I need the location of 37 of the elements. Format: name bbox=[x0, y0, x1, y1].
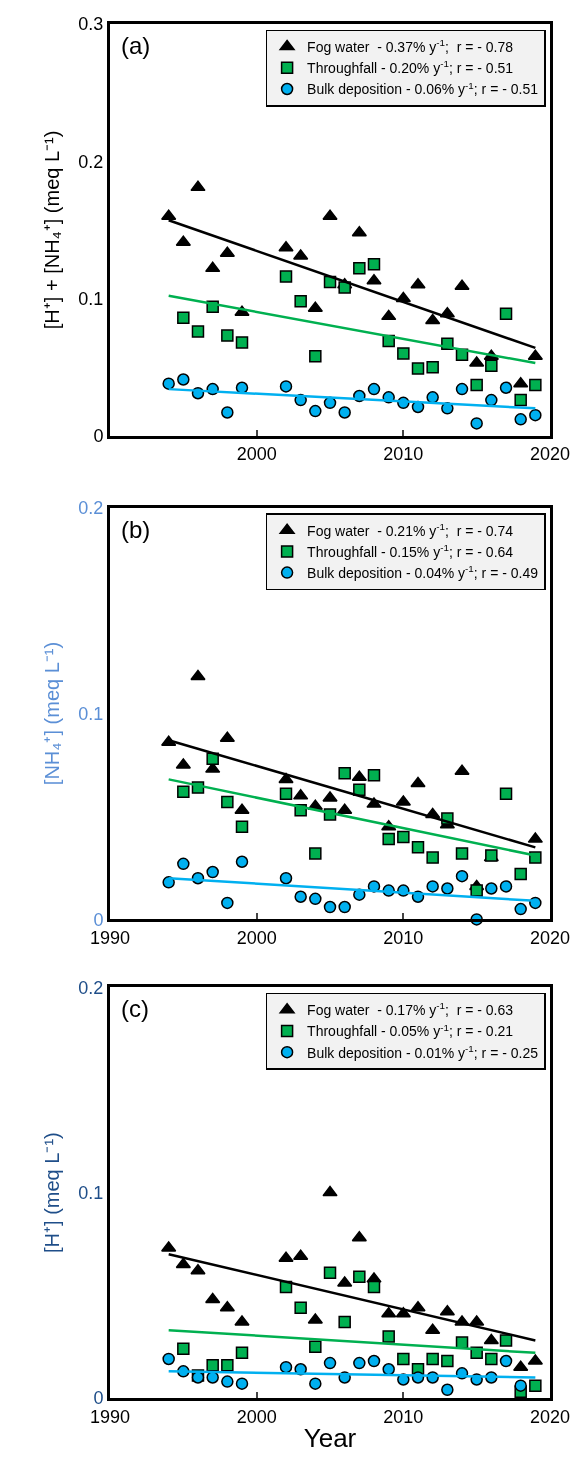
y-tick-label: 0.2 bbox=[78, 151, 104, 172]
y-tick-label: 0 bbox=[93, 1388, 104, 1409]
y-tick-label: 0.2 bbox=[78, 497, 104, 518]
x-tick-label: 2000 bbox=[236, 444, 277, 465]
legend-label: Bulk deposition - 0.04% y$^{-1}$; r = - 0.49 bbox=[307, 563, 539, 582]
annotation: (c) bbox=[121, 995, 149, 1022]
y-tick-label: 0.2 bbox=[78, 977, 104, 998]
x-tick-label: 2010 bbox=[383, 1406, 424, 1427]
y-tick-label: 0.1 bbox=[78, 288, 104, 309]
y-axis-title: [H⁺] (meq L⁻¹) bbox=[40, 1132, 63, 1253]
y-tick-label: 0.1 bbox=[78, 1182, 104, 1203]
x-tick-label: 2020 bbox=[529, 444, 571, 465]
legend-label: Fog water - 0.37% y$^{-1}$; r = - 0.78 bbox=[307, 37, 514, 56]
x-tick-label: 2000 bbox=[236, 927, 277, 948]
legend-label: Fog water - 0.17% y$^{-1}$; r = - 0.63 bbox=[307, 1000, 514, 1019]
legend-label: Throughfall - 0.05% y$^{-1}$; r = - 0.21 bbox=[307, 1021, 514, 1040]
legend-label: Fog water - 0.21% y$^{-1}$; r = - 0.74 bbox=[307, 520, 514, 539]
y-axis-title: [H⁺] + [NH₄⁺] (meq L⁻¹) bbox=[40, 130, 63, 330]
x-tick-label: 2020 bbox=[529, 927, 571, 948]
y-tick-label: 0.3 bbox=[78, 14, 104, 35]
x-tick-label: 2000 bbox=[236, 1406, 277, 1427]
x-axis-title: Year bbox=[303, 1423, 357, 1454]
legend-label: Throughfall - 0.15% y$^{-1}$; r = - 0.64 bbox=[307, 541, 514, 560]
legend-label: Bulk deposition - 0.01% y$^{-1}$; r = - 0.25 bbox=[307, 1042, 539, 1061]
x-tick-label: 2010 bbox=[383, 444, 424, 465]
annotation: (a) bbox=[121, 32, 151, 59]
x-tick-label: 2020 bbox=[529, 1406, 571, 1427]
legend-label: Bulk deposition - 0.06% y$^{-1}$; r = - 0.51 bbox=[307, 79, 539, 98]
x-tick-label: 1990 bbox=[89, 927, 131, 948]
y-axis-title: [NH₄⁺] (meq L⁻¹) bbox=[40, 641, 63, 786]
y-tick-label: 0 bbox=[93, 426, 104, 447]
annotation: (b) bbox=[121, 516, 151, 543]
legend-label: Throughfall - 0.20% y$^{-1}$; r = - 0.51 bbox=[307, 58, 514, 77]
y-tick-label: 0.1 bbox=[78, 703, 104, 724]
x-tick-label: 1990 bbox=[89, 1406, 131, 1427]
x-tick-label: 2010 bbox=[383, 927, 424, 948]
y-tick-label: 0 bbox=[93, 909, 104, 930]
